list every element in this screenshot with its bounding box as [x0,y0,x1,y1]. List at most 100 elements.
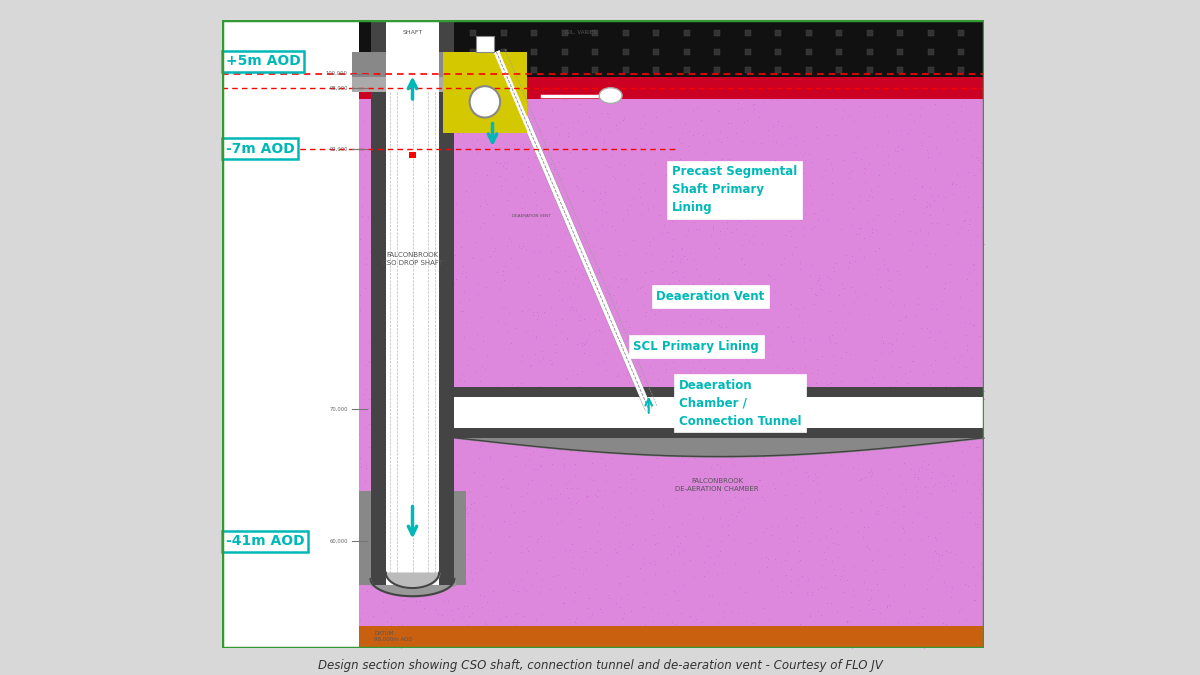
Point [589,325,608,335]
Point [617,570,636,581]
Point [782,165,802,176]
Point [336,263,355,274]
Point [346,207,365,218]
Point [426,106,445,117]
Point [512,142,532,153]
Point [930,148,949,159]
Point [674,544,694,555]
Point [655,411,674,422]
Point [356,360,376,371]
Point [792,623,811,634]
Point [458,418,478,429]
Point [782,362,802,373]
Point [818,524,838,535]
Point [870,169,889,180]
Point [700,590,719,601]
Point [762,214,781,225]
Point [893,523,912,534]
Point [772,259,791,270]
Point [756,551,775,562]
Point [842,446,862,456]
Point [274,620,293,630]
Point [619,518,638,529]
Text: Deaeration
Chamber /
Connection Tunnel: Deaeration Chamber / Connection Tunnel [679,379,802,428]
Point [223,578,242,589]
Point [478,597,497,608]
Point [878,150,898,161]
Point [859,191,878,202]
Point [800,269,820,280]
Point [307,263,326,273]
Point [971,511,990,522]
Point [642,304,661,315]
Point [804,208,823,219]
Point [838,617,857,628]
Point [770,533,790,543]
Point [778,383,797,394]
Point [853,448,872,459]
Point [679,159,698,170]
Point [708,160,727,171]
Point [350,234,370,244]
Point [718,626,737,637]
Point [576,490,595,501]
Point [247,533,266,544]
Point [851,223,870,234]
Point [320,283,340,294]
Point [586,325,605,336]
Point [517,566,536,576]
Point [935,191,954,202]
Point [589,517,608,528]
Point [595,485,614,495]
Point [648,453,667,464]
Point [643,233,662,244]
Point [809,392,828,402]
Point [842,636,862,647]
Point [908,491,928,502]
Point [366,350,385,360]
Point [314,523,334,534]
Point [395,604,414,615]
Point [580,593,599,603]
Point [277,481,296,492]
Point [238,595,257,605]
Point [307,466,326,477]
Point [863,467,882,478]
Point [768,591,787,602]
Point [360,441,379,452]
Point [563,539,582,549]
Point [391,545,410,556]
Point [234,477,253,488]
Point [908,473,928,484]
Point [473,361,492,372]
Point [304,363,323,374]
Point [470,400,490,410]
Point [431,314,450,325]
Point [934,639,953,650]
Point [598,107,617,118]
Point [694,345,713,356]
Point [658,566,677,576]
Point [250,192,269,202]
Point [491,158,510,169]
Point [516,443,535,454]
Point [662,267,682,277]
Point [403,630,422,641]
Point [740,157,760,168]
Point [922,92,941,103]
Bar [371,20,386,585]
Point [266,150,286,161]
Point [419,467,438,478]
Point [544,331,563,342]
Point [367,190,386,201]
Point [565,469,584,480]
Point [918,200,937,211]
Point [761,271,780,281]
Point [690,531,709,542]
Point [925,335,944,346]
Point [727,188,746,199]
Point [968,140,988,151]
Point [737,616,756,626]
Point [727,127,746,138]
Point [588,140,607,151]
